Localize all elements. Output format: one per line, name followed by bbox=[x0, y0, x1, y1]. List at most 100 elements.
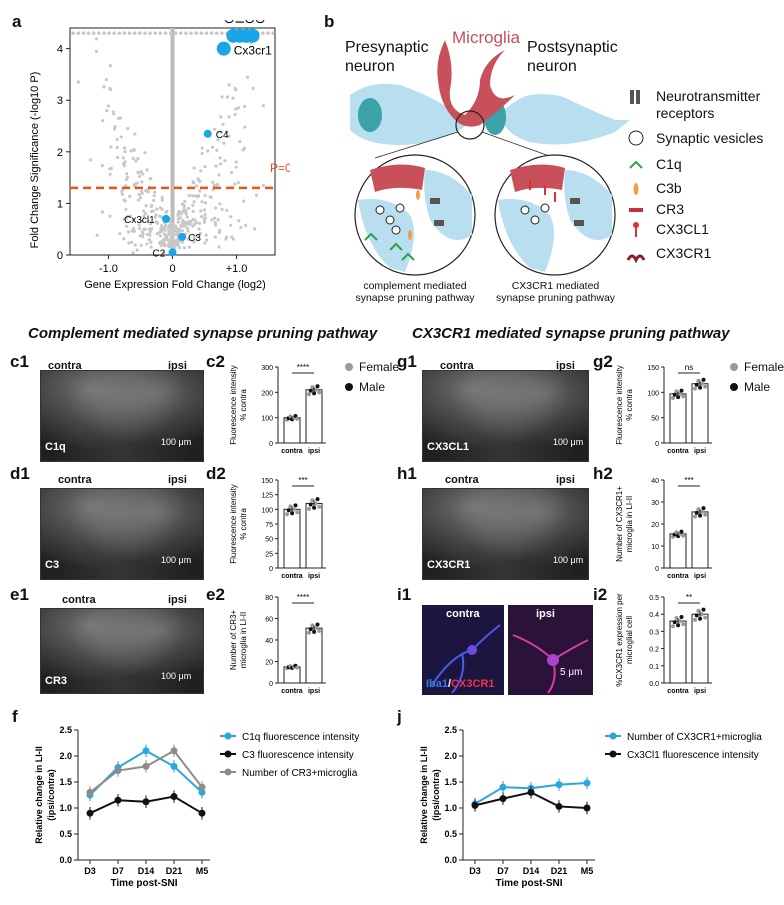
gene-point bbox=[136, 198, 140, 202]
gene-point bbox=[229, 223, 233, 227]
gene-point bbox=[216, 218, 220, 222]
data-point bbox=[313, 626, 318, 631]
ytick-label: 4 bbox=[57, 44, 63, 56]
ytick-label: 2.5 bbox=[59, 725, 72, 735]
series-point bbox=[142, 762, 150, 770]
gene-point bbox=[239, 225, 243, 230]
panel-label-d2: d2 bbox=[206, 464, 226, 483]
gene-point bbox=[192, 181, 196, 185]
xtick-label: ipsi bbox=[308, 688, 320, 695]
gene-point bbox=[233, 182, 237, 186]
gene-point bbox=[88, 158, 93, 162]
gene-label-cx3cr1: Cx3cr1 bbox=[234, 44, 272, 58]
data-point bbox=[312, 505, 317, 510]
volcano-xlabel: Gene Expression Fold Change (log2) bbox=[84, 279, 266, 291]
xtick-label: 0 bbox=[169, 263, 175, 275]
ytick-label: 50 bbox=[265, 537, 273, 544]
gene-point bbox=[191, 224, 195, 228]
data-point bbox=[681, 622, 686, 627]
legend-cx3cl1: CX3CL1 bbox=[656, 221, 709, 237]
ytick-label: 0.2 bbox=[649, 647, 659, 654]
ipsi-e1: ipsi bbox=[168, 594, 187, 606]
ylabel-line: Number of CR3+ bbox=[229, 610, 238, 671]
postsynaptic-label: Postsynaptic neuron bbox=[527, 39, 618, 75]
gene-point bbox=[118, 232, 122, 236]
male-dot-icon bbox=[730, 383, 738, 391]
gene-point bbox=[254, 193, 259, 197]
ytick-label: 0.1 bbox=[649, 664, 659, 671]
gene-point bbox=[200, 200, 204, 204]
gene-point bbox=[179, 212, 183, 216]
bar-ipsi bbox=[305, 389, 323, 444]
gene-point bbox=[167, 238, 171, 242]
gene-point bbox=[107, 31, 111, 35]
gene-point bbox=[173, 229, 178, 233]
gene-point bbox=[194, 184, 199, 188]
ytick-label: 40 bbox=[265, 638, 273, 645]
c1q-icon bbox=[629, 160, 643, 169]
ytick-label: 0.0 bbox=[444, 855, 457, 865]
xtick-label: D14 bbox=[523, 866, 540, 876]
data-point bbox=[671, 624, 675, 629]
series-point bbox=[583, 779, 591, 787]
gene-point bbox=[150, 203, 154, 208]
gene-point bbox=[210, 218, 214, 222]
gene-point bbox=[162, 227, 166, 231]
legend-label: Cx3Cl1 fluorescence intensity bbox=[627, 750, 759, 761]
gene-point bbox=[128, 194, 132, 198]
gene-point bbox=[164, 223, 168, 227]
ipsi-g1: ipsi bbox=[556, 360, 575, 372]
ylabel-line: microglia in LI-II bbox=[625, 496, 634, 552]
gene-point bbox=[225, 95, 230, 99]
data-point bbox=[699, 509, 704, 514]
ytick-label: 3 bbox=[57, 95, 63, 107]
xtick-label: ipsi bbox=[694, 573, 706, 580]
scale-i1: 5 μm bbox=[560, 667, 583, 678]
micrograph-d1: C3 100 μm bbox=[40, 488, 204, 580]
data-point bbox=[679, 529, 684, 534]
gene-point bbox=[178, 229, 182, 233]
labeled-gene-point bbox=[203, 129, 212, 138]
panel-label-f: f bbox=[12, 707, 18, 726]
series-point bbox=[142, 747, 150, 755]
gene-point bbox=[159, 229, 164, 234]
gene-point bbox=[115, 145, 119, 150]
panel-label-i1: i1 bbox=[397, 585, 412, 604]
xtick-label: M5 bbox=[581, 866, 594, 876]
gene-point bbox=[182, 246, 187, 250]
ytick-label: 25 bbox=[265, 551, 273, 558]
gene-point bbox=[158, 31, 163, 35]
gene-point bbox=[218, 156, 222, 160]
ylabel-line: Fluorescence intensity bbox=[229, 365, 238, 445]
xtick-label: D7 bbox=[112, 866, 124, 876]
ytick-label: 0 bbox=[269, 441, 273, 448]
data-point bbox=[295, 665, 300, 670]
panel-label-a: a bbox=[12, 12, 22, 31]
gene-point bbox=[165, 209, 169, 214]
gene-point bbox=[149, 240, 153, 244]
gene-point bbox=[173, 31, 178, 35]
gene-point bbox=[132, 147, 136, 152]
gene-point bbox=[213, 220, 217, 225]
xlabel: Time post-SNI bbox=[495, 878, 562, 889]
series-point bbox=[114, 767, 122, 775]
micrograph-i1-contra: contra bbox=[422, 605, 504, 695]
data-point bbox=[696, 507, 701, 512]
gene-label-cx3cl1: Cx3cl1 bbox=[124, 215, 155, 226]
gene-point bbox=[216, 138, 220, 142]
gene-point bbox=[81, 31, 86, 35]
gene-point bbox=[187, 193, 191, 198]
gene-point bbox=[126, 230, 131, 234]
gene-point bbox=[178, 246, 182, 250]
gene-point bbox=[104, 77, 108, 82]
data-point bbox=[698, 513, 703, 518]
scale-g1: 100 μm bbox=[553, 437, 584, 447]
gene-point bbox=[213, 235, 217, 239]
bar-ipsi bbox=[305, 627, 323, 684]
legend-c1q: C1q bbox=[656, 156, 682, 172]
gene-point bbox=[206, 149, 210, 153]
gene-point bbox=[189, 220, 193, 224]
gene-point bbox=[213, 127, 217, 131]
data-point bbox=[307, 630, 311, 635]
gene-point bbox=[108, 87, 113, 92]
